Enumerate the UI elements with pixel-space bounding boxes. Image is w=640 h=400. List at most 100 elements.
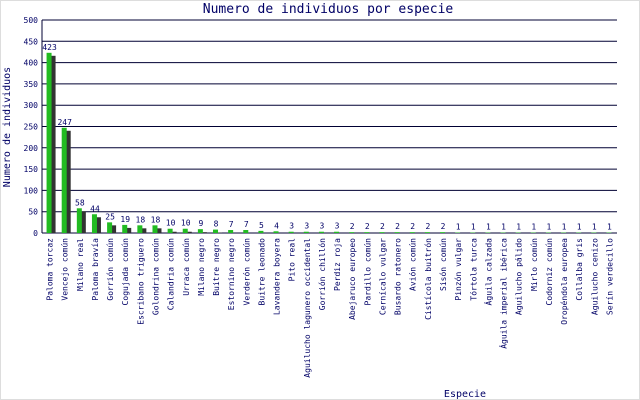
x-tick-label: Tórtola turca (468, 238, 478, 301)
x-tick-label: Paloma torcaz (46, 238, 55, 301)
x-tick-label: Verderón común (241, 238, 251, 306)
bar (288, 231, 294, 233)
value-label: 2 (395, 222, 400, 231)
bar (152, 225, 158, 233)
bar (364, 232, 370, 233)
bar (107, 222, 113, 233)
value-label: 58 (75, 198, 85, 207)
x-tick-label: Gorrión común (105, 238, 115, 301)
x-tick-label: Pito real (288, 238, 297, 282)
value-label: 3 (335, 222, 340, 231)
x-tick-label: Cogujada común (121, 238, 130, 306)
x-tick-label: Gorrión chillón (317, 238, 327, 310)
value-label: 10 (166, 219, 176, 228)
x-tick-label: Mirlo común (530, 238, 539, 291)
bar-shadow (50, 55, 56, 233)
bar (258, 230, 264, 233)
bar (122, 224, 128, 233)
bar-shadow (141, 228, 147, 233)
x-tick-label: Busardo ratonero (394, 238, 403, 315)
bar-shadow (156, 228, 162, 233)
x-tick-label: Escribano triguero (136, 238, 145, 325)
value-label: 2 (380, 222, 385, 231)
x-tick-label: Aguilucho lagunero occidental (303, 238, 312, 378)
bar (303, 231, 309, 233)
value-label: 1 (577, 223, 582, 232)
value-label: 2 (425, 222, 430, 231)
y-tick-label: 200 (24, 144, 39, 153)
bar-shadow (126, 227, 132, 233)
value-label: 3 (320, 222, 325, 231)
value-label: 2 (410, 222, 415, 231)
y-tick-label: 100 (24, 186, 39, 195)
bar-shadow (201, 232, 207, 233)
y-tick-label: 150 (24, 165, 39, 174)
x-tick-label: Perdiz roja (333, 238, 342, 291)
x-tick-label: Cistícola buitrón (423, 238, 433, 320)
x-tick-label: Vencejo común (61, 238, 70, 301)
y-tick-label: 300 (24, 101, 39, 110)
bar (137, 225, 143, 233)
value-label: 1 (486, 223, 491, 232)
bar (46, 52, 52, 233)
x-tick-label: Pinzón vulgar (453, 238, 463, 301)
x-tick-label: Buitre leonado (257, 238, 266, 306)
value-label: 25 (105, 212, 115, 221)
bar (439, 232, 445, 233)
value-label: 1 (531, 223, 536, 232)
value-label: 1 (471, 223, 476, 232)
bar (61, 127, 67, 233)
y-tick-label: 250 (24, 123, 39, 132)
chart-title: Numero de individuos por especie (203, 2, 454, 17)
x-axis-label: Especie (444, 389, 486, 400)
bar (409, 232, 415, 233)
bar (76, 208, 82, 233)
x-tick-label: Paloma bravía (91, 238, 100, 301)
x-tick-label: Avión común (408, 238, 418, 291)
bar (394, 232, 400, 233)
x-tick-label: Milano real (76, 238, 85, 291)
bar (228, 230, 234, 233)
bar (182, 228, 188, 233)
value-label: 19 (120, 215, 130, 224)
x-tick-label: Urraca común (182, 238, 191, 296)
bar-shadow (111, 225, 117, 233)
x-tick-label: Golondrina común (151, 238, 160, 315)
y-tick-label: 0 (33, 229, 38, 238)
x-tick-label: Collalba gris (575, 238, 584, 301)
bar (424, 232, 430, 233)
y-tick-label: 350 (24, 80, 39, 89)
y-axis-label: Numero de individuos (2, 67, 13, 187)
bar (213, 229, 219, 233)
x-tick-label: Lavandera boyera (273, 238, 282, 315)
bar (167, 228, 173, 233)
x-tick-label: Abejaruco europeo (348, 238, 357, 320)
x-tick-label: Cernícalo vulgar (378, 238, 387, 315)
y-tick-label: 450 (24, 37, 39, 46)
value-label: 44 (90, 204, 100, 213)
value-label: 247 (57, 118, 72, 127)
x-tick-label: Águila imperial ibérica (498, 238, 509, 349)
bar-shadow (171, 231, 177, 233)
bar (379, 232, 385, 233)
value-label: 3 (304, 222, 309, 231)
bar-shadow (95, 217, 101, 233)
value-label: 1 (456, 223, 461, 232)
value-label: 1 (562, 223, 567, 232)
x-tick-label: Aguilucho pálido (515, 238, 524, 315)
bar-shadow (186, 231, 192, 233)
x-tick-label: Calandria común (167, 238, 176, 310)
bar (197, 229, 203, 233)
bar-shadow (65, 130, 71, 233)
x-tick-label: Buitre negro (212, 238, 221, 296)
x-tick-label: Milano negro (197, 238, 206, 296)
value-label: 18 (151, 215, 161, 224)
bar (349, 232, 355, 233)
x-tick-label: Águila calzada (482, 238, 493, 306)
x-tick-label: Sisón común (438, 238, 448, 291)
value-label: 8 (214, 220, 219, 229)
value-label: 1 (592, 223, 597, 232)
value-label: 1 (546, 223, 551, 232)
